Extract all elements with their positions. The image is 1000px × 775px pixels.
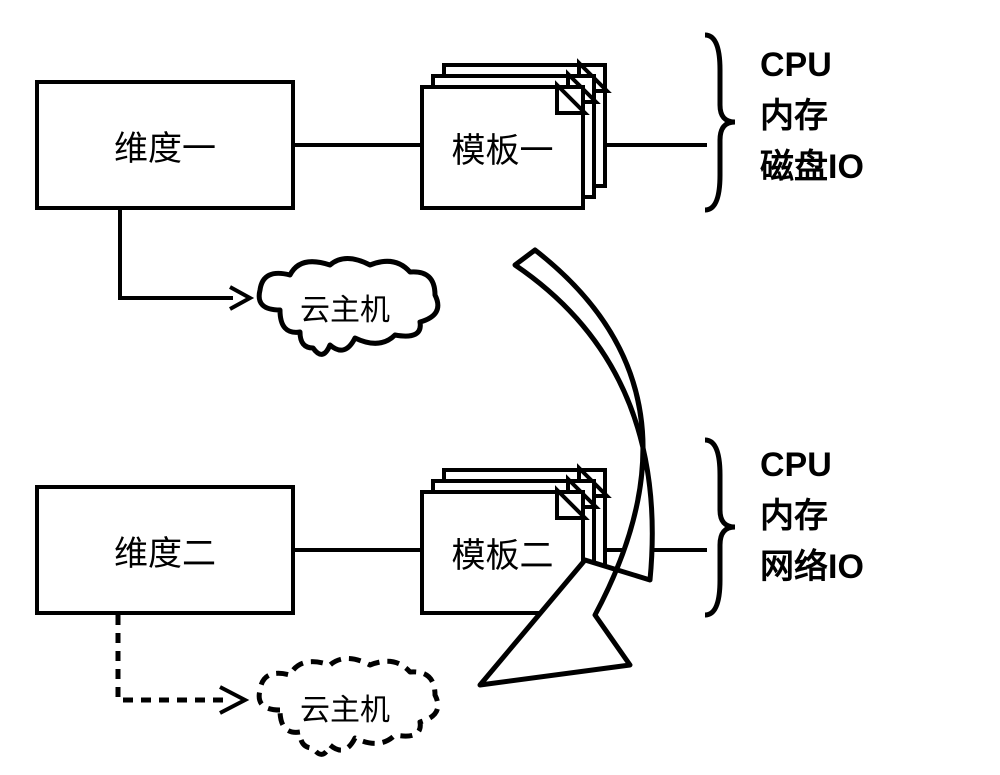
edge-dim2-cloud2-dashed <box>100 615 260 725</box>
label-mem-1: 内存 <box>760 91 864 142</box>
dimension-2-label: 维度二 <box>114 526 216 575</box>
labels-group-2: CPU 内存 网络IO <box>760 440 864 593</box>
edge-dim1-right <box>118 296 233 300</box>
dimension-1-label: 维度一 <box>114 121 216 170</box>
label-disk-1: 磁盘IO <box>760 142 864 193</box>
cloud-1-label: 云主机 <box>300 285 390 329</box>
label-net-2: 网络IO <box>760 542 864 593</box>
dimension-1-box: 维度一 <box>35 80 295 210</box>
labels-group-1: CPU 内存 磁盘IO <box>760 40 864 193</box>
edge-tpl1-brace1 <box>607 143 707 147</box>
dimension-2-box: 维度二 <box>35 485 295 615</box>
template-1-box: 模板一 <box>420 85 585 210</box>
label-cpu-2: CPU <box>760 440 864 491</box>
label-cpu-1: CPU <box>760 40 864 91</box>
edge-dim2-tpl2 <box>295 548 420 552</box>
edge-dim1-down <box>118 210 122 300</box>
template-1-label: 模板一 <box>452 123 554 172</box>
edge-dim1-tpl1 <box>295 143 420 147</box>
label-mem-2: 内存 <box>760 491 864 542</box>
brace-1 <box>695 30 745 215</box>
cloud-2-label: 云主机 <box>300 685 390 729</box>
